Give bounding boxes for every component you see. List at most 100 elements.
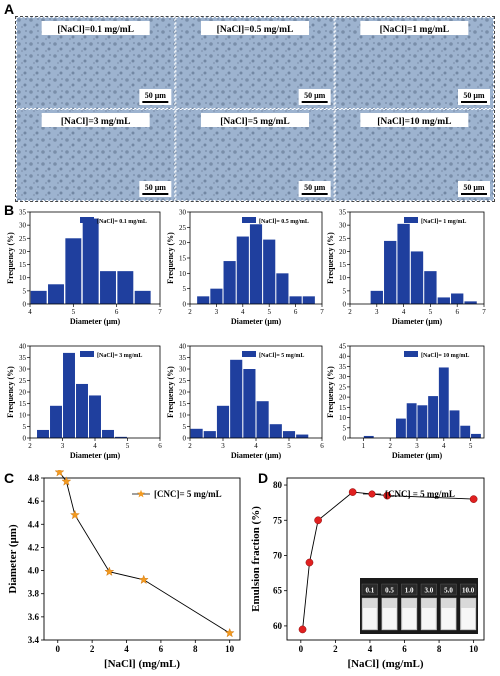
micrograph-label: [NaCl]=0.1 mg/mL <box>57 25 134 35</box>
x-axis-label: [NaCl] (mg/mL) <box>347 658 423 670</box>
histogram-bar <box>464 301 477 304</box>
scale-bar-label: 50 μm <box>463 91 485 100</box>
histogram-bar <box>282 431 296 438</box>
micrograph-label: [NaCl]=1 mg/mL <box>380 25 450 35</box>
x-tick-label: 4 <box>442 442 446 450</box>
x-tick-label: 10 <box>225 644 235 654</box>
x-tick-label: 4 <box>28 308 32 316</box>
y-tick-label: 15 <box>19 261 27 269</box>
y-tick-label: 35 <box>19 209 27 217</box>
histogram-bar <box>210 288 223 304</box>
y-axis-label: Frequency (%) <box>326 366 335 418</box>
x-tick-label: 5 <box>469 442 473 450</box>
legend-label: [NaCl]= 3 mg/mL <box>97 353 142 359</box>
data-point-star <box>70 509 80 520</box>
micrograph-tile: [NaCl]=3 mg/mL 50 μm <box>16 109 176 201</box>
plot-frame <box>29 211 161 305</box>
y-tick-label: 35 <box>179 354 187 362</box>
histogram-bar <box>37 429 49 438</box>
series-line <box>302 491 474 630</box>
vial-label: 10.0 <box>462 587 475 595</box>
y-tick-label: 20 <box>179 389 187 397</box>
histogram-bar <box>30 290 47 304</box>
y-tick-label: 15 <box>179 255 187 263</box>
x-tick-label: 6 <box>455 308 459 316</box>
vial-emulsion <box>382 608 397 629</box>
micrograph-label-box <box>41 113 150 127</box>
histogram-bar <box>471 433 481 438</box>
histogram-bar <box>424 271 437 304</box>
y-tick-label: 75 <box>273 515 283 525</box>
histogram-bar <box>63 352 75 438</box>
y-axis-label: Frequency (%) <box>166 232 175 284</box>
x-tick-label: 2 <box>348 308 352 316</box>
y-tick-label: 5 <box>23 287 27 295</box>
histogram-bar <box>417 405 428 438</box>
x-tick-label: 2 <box>188 442 192 450</box>
y-tick-label: 10 <box>179 270 187 278</box>
y-tick-label: 0 <box>183 301 187 309</box>
histogram-bar <box>89 395 101 438</box>
y-tick-label: 4.8 <box>28 473 40 483</box>
y-tick-label: 10 <box>179 412 187 420</box>
x-tick-label: 6 <box>159 644 164 654</box>
legend-label: [NaCl]= 5 mg/mL <box>259 353 304 359</box>
data-point-star <box>138 574 149 585</box>
y-tick-label: 20 <box>179 239 187 247</box>
histogram-1: 4 5 6 7 0 5 10 15 20 25 30 35 Diameter (μm) Frequency… <box>6 209 162 327</box>
y-axis-label: Frequency (%) <box>166 366 175 418</box>
micrograph-label-box <box>360 113 469 127</box>
y-tick-label: 60 <box>273 621 283 631</box>
histogram-bar <box>438 367 449 438</box>
y-tick-label: 80 <box>273 480 283 490</box>
diameter-chart: 0 2 4 6 8 10 3.4 3.6 3.8 4.0 4.2 4.4 4.6 4.8 [NaCl] (m… <box>7 470 241 670</box>
histogram-bar <box>102 429 114 438</box>
histogram-bar <box>451 293 464 304</box>
vial-emulsion <box>422 608 436 629</box>
x-tick-label: 7 <box>482 308 486 316</box>
emulsion-chart: 0 2 4 6 8 10 60 65 70 75 80 [NaCl] (mg/mL) Emulsion … <box>250 477 485 670</box>
legend-swatch <box>404 217 418 223</box>
x-tick-label: 10 <box>469 644 479 654</box>
x-tick-label: 8 <box>193 644 198 654</box>
x-tick-label: 3 <box>221 442 225 450</box>
histogram-bar <box>50 405 62 438</box>
plot-frame <box>349 345 485 439</box>
histogram-bar <box>276 273 289 304</box>
y-tick-label: 65 <box>273 586 283 596</box>
vial-photo-inset: 0.1 0.5 1.0 3.0 5.0 10.0 <box>360 578 478 634</box>
y-tick-label: 25 <box>339 383 347 391</box>
histogram-bar <box>223 261 236 304</box>
y-tick-label: 20 <box>19 248 27 256</box>
y-tick-label: 5 <box>343 424 347 432</box>
legend-label: [NaCl]= 10 mg/mL <box>421 353 469 359</box>
data-point-star <box>54 470 65 477</box>
vial-label: 1.0 <box>405 587 414 595</box>
y-tick-label: 35 <box>339 209 347 217</box>
y-tick-label: 30 <box>339 222 347 230</box>
histogram-bar <box>363 435 374 438</box>
x-tick-label: 3 <box>415 442 419 450</box>
x-axis-label: Diameter (μm) <box>70 451 121 460</box>
histogram-bar <box>76 383 88 438</box>
x-tick-label: 3 <box>61 442 65 450</box>
histogram-bar <box>249 224 263 304</box>
histogram-bar <box>82 218 99 304</box>
legend-marker <box>137 489 145 498</box>
histogram-bar <box>269 424 282 438</box>
x-axis-label: Diameter (μm) <box>392 317 443 326</box>
x-tick-label: 6 <box>402 644 407 654</box>
y-tick-label: 15 <box>179 400 187 408</box>
micrograph-tile: [NaCl]=1 mg/mL 50 μm <box>334 17 494 109</box>
y-tick-label: 30 <box>339 373 347 381</box>
y-axis-label: Frequency (%) <box>6 366 15 418</box>
y-tick-label: 4.0 <box>28 566 40 576</box>
y-tick-label: 0 <box>183 435 187 443</box>
line-chart-panel: 0 2 4 6 8 10 3.4 3.6 3.8 4.0 4.2 4.4 4.6 4.8 [NaCl] (m… <box>7 470 485 670</box>
legend-swatch <box>80 351 94 357</box>
tile-border <box>16 17 176 109</box>
y-tick-label: 35 <box>339 363 347 371</box>
micrograph-label-box <box>41 21 150 35</box>
data-point-star <box>61 476 72 486</box>
